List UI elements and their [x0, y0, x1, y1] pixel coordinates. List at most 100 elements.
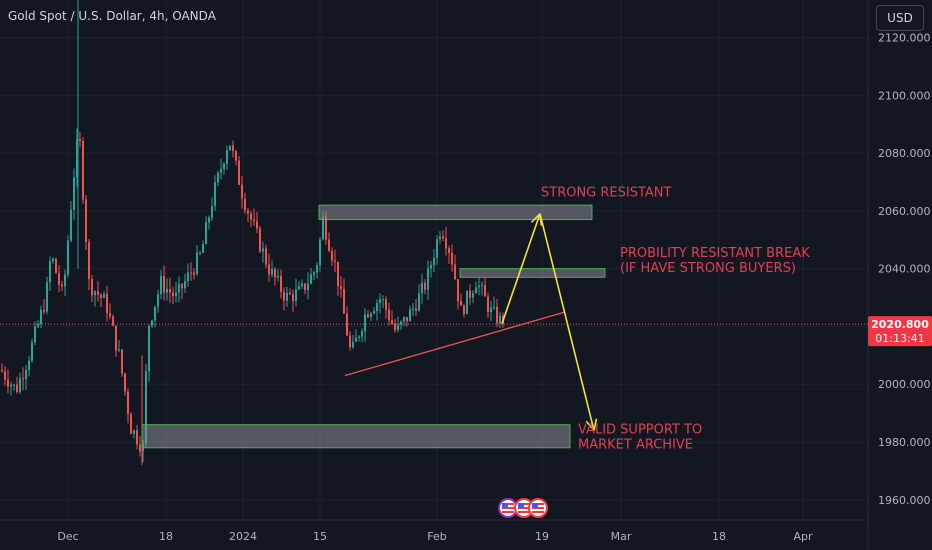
candle-body — [361, 331, 363, 337]
annotation-text: PROBILITY RESISTANT BREAK — [620, 246, 810, 261]
candle-body — [178, 283, 180, 293]
candle-body — [433, 258, 435, 266]
zone-box — [318, 204, 593, 221]
candle-body — [334, 260, 336, 262]
annotation-layer: STRONG RESISTANT PROBILITY RESISTANT BREA… — [541, 185, 810, 452]
candle-body — [40, 309, 42, 324]
price-axis[interactable]: 2120.000 2100.000 2080.000 2060.000 2040.000… — [878, 32, 931, 507]
symbol-title[interactable]: Gold Spot / U.S. Dollar, 4h, OANDA — [8, 9, 216, 23]
candle-body — [298, 286, 300, 290]
price-tick-label: 2120.000 — [878, 32, 931, 45]
candle-body — [208, 217, 210, 223]
candle-body — [301, 283, 303, 287]
candle-body — [448, 248, 450, 253]
candle-body — [271, 268, 273, 275]
price-tag-value: 2020.800 — [871, 318, 929, 331]
candle-body — [127, 391, 129, 415]
candle-body — [289, 292, 291, 295]
candle-body — [373, 311, 375, 314]
candle-body — [472, 293, 474, 298]
price-tick-label: 2040.000 — [878, 263, 931, 276]
candle-body — [199, 252, 201, 254]
candle-body — [238, 160, 240, 185]
candle-body — [4, 371, 6, 380]
candle-body — [319, 239, 321, 265]
candle-body — [331, 250, 333, 261]
annotation-text: VALID SUPPORT TO — [578, 422, 702, 437]
arrow-head — [593, 418, 598, 431]
candle-body — [184, 281, 186, 289]
candle-body — [172, 292, 174, 297]
time-axis[interactable]: Dec 18 2024 15 Feb 19 Mar 18 Apr — [57, 530, 813, 543]
time-tick-label: Dec — [57, 530, 78, 543]
candle-body — [400, 321, 402, 325]
candle-body — [148, 325, 150, 372]
candle-body — [223, 163, 225, 169]
candle-body — [226, 150, 228, 164]
projection-path — [501, 213, 541, 324]
candle-body — [376, 302, 378, 312]
price-tag-bg — [868, 316, 932, 347]
candle-body — [367, 314, 369, 318]
candle-body — [64, 274, 66, 287]
candle-body — [466, 290, 468, 314]
candle-body — [442, 236, 444, 239]
flag-us-icon[interactable] — [528, 498, 548, 518]
candle-body — [370, 313, 372, 318]
candle-body — [493, 306, 495, 308]
time-tick-label: 19 — [535, 530, 549, 543]
candle-body — [274, 268, 276, 278]
currency-button[interactable]: USD — [876, 5, 924, 31]
candle-body — [256, 221, 258, 229]
candle-body — [424, 282, 426, 290]
candlestick-series — [0, 0, 868, 466]
price-tick-label: 2100.000 — [878, 89, 931, 102]
candle-body — [427, 268, 429, 290]
projection-path — [539, 213, 595, 431]
price-tick-label: 1960.000 — [878, 494, 931, 507]
candle-body — [391, 320, 393, 324]
candle-body — [316, 264, 318, 273]
candle-body — [346, 313, 348, 336]
price-tick-label: 2060.000 — [878, 205, 931, 218]
candle-body — [337, 261, 339, 286]
candle-body — [415, 308, 417, 311]
candle-body — [97, 291, 99, 295]
candle-body — [151, 320, 153, 326]
time-tick-label: 15 — [313, 530, 327, 543]
candle-body — [343, 288, 345, 314]
event-flags[interactable] — [498, 498, 548, 518]
candle-body — [421, 282, 423, 294]
candle-body — [277, 275, 279, 278]
time-tick-label: Mar — [611, 530, 632, 543]
candle-body — [322, 216, 324, 240]
candle-body — [469, 290, 471, 298]
candle-body — [412, 308, 414, 310]
candle-body — [406, 316, 408, 322]
candle-body — [253, 219, 255, 222]
candle-body — [82, 141, 84, 200]
candle-body — [124, 373, 126, 392]
candle-body — [463, 305, 465, 314]
candle-body — [394, 323, 396, 330]
candle-body — [295, 289, 297, 302]
candle-body — [313, 272, 315, 275]
candle-body — [358, 336, 360, 338]
candle-body — [61, 284, 63, 287]
candle-body — [19, 378, 21, 392]
flag-canton — [502, 503, 508, 508]
candle-body — [484, 285, 486, 297]
candle-body — [460, 301, 462, 306]
drawing-layer — [344, 213, 598, 431]
candle-body — [247, 210, 249, 214]
time-tick-label: 2024 — [229, 530, 257, 543]
candle-body — [136, 430, 138, 445]
candle-body — [265, 248, 267, 265]
candle-body — [280, 275, 282, 292]
candle-body — [13, 384, 15, 386]
candle-body — [262, 248, 264, 252]
candle-body — [481, 285, 483, 287]
candle-body — [451, 252, 453, 265]
